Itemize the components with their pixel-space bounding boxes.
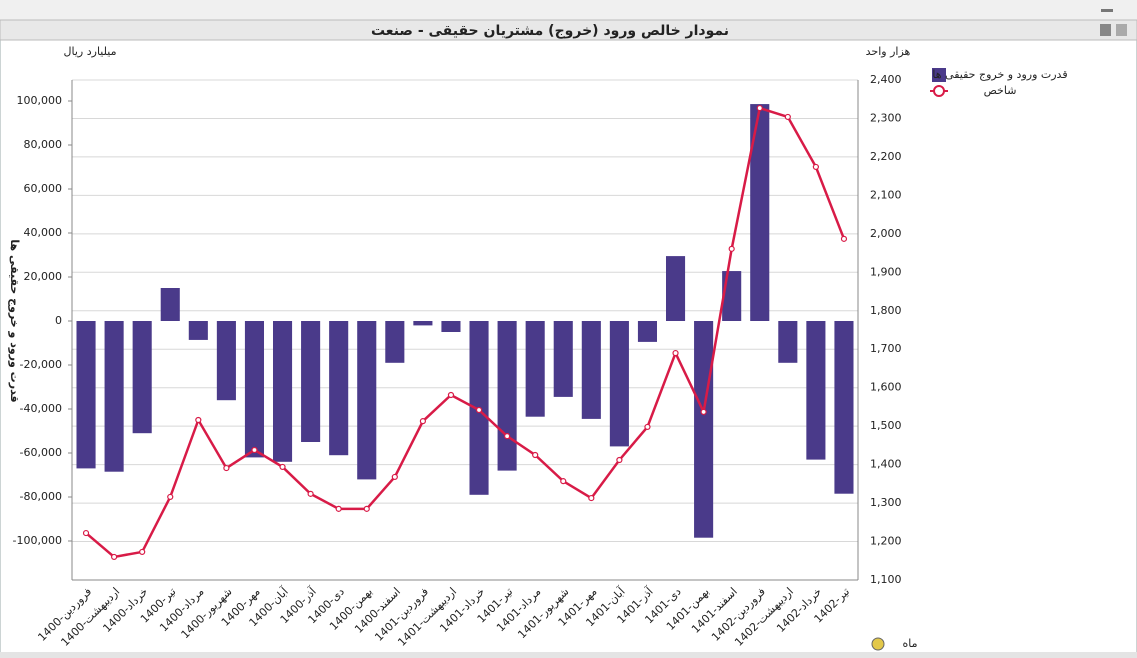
y-tick-label: -40,000	[20, 402, 62, 415]
y2-tick-label: 1,800	[870, 304, 902, 317]
bar	[76, 320, 96, 469]
point	[672, 349, 679, 357]
y-tick-label: 20,000	[24, 270, 63, 283]
bar	[385, 320, 405, 363]
point	[419, 418, 426, 425]
bar	[637, 320, 658, 342]
y2-tick-label: 1,400	[870, 458, 902, 471]
bar	[216, 320, 236, 401]
y2-tick-label: 2,200	[870, 150, 902, 163]
y2-tick-label: 2,100	[870, 188, 902, 201]
legend-swatch	[933, 85, 945, 97]
bar	[694, 320, 714, 538]
bar	[132, 320, 152, 434]
legend-label: شاخص	[984, 84, 1017, 97]
y-tick-label: -20,000	[20, 358, 62, 371]
point	[279, 463, 286, 471]
point	[784, 113, 791, 121]
point	[363, 505, 370, 512]
y-title: قدرت ورود و خروج حقیقی ها	[7, 239, 21, 402]
y2-tick-label: 2,400	[870, 73, 902, 86]
y-tick-label: 100,000	[17, 94, 63, 107]
y-tick-label: 0	[55, 314, 62, 327]
bar	[104, 320, 124, 472]
top-bar	[0, 0, 1137, 20]
point	[756, 104, 763, 112]
x-label: ماه	[902, 637, 917, 650]
y-tick-label: -80,000	[20, 490, 62, 503]
bar	[722, 271, 742, 321]
point	[560, 478, 567, 485]
bar	[778, 320, 798, 363]
y2-tick-label: 1,500	[870, 419, 902, 432]
legend-swatch	[932, 68, 946, 82]
chart-title: نمودار خالص ورود (خروج) مشتریان حقیقی - …	[371, 23, 729, 39]
title-bar	[0, 19, 1137, 41]
y-tick-label: -60,000	[20, 446, 62, 459]
point	[111, 553, 118, 561]
point	[195, 416, 202, 424]
bar	[665, 256, 686, 321]
print-icon[interactable]	[1116, 24, 1127, 36]
bar	[301, 320, 321, 443]
point	[391, 473, 398, 481]
y-tick-label: 60,000	[24, 182, 63, 195]
y2-tick-label: 2,300	[870, 111, 902, 124]
legend-label: قدرت ورود و خروج حقیقی ها	[932, 68, 1067, 81]
point	[335, 505, 342, 512]
point	[532, 451, 539, 459]
point	[139, 548, 146, 556]
bar	[160, 287, 180, 321]
y2-tick-label: 1,200	[870, 535, 902, 548]
point	[504, 433, 511, 440]
minimize-icon[interactable]	[1101, 9, 1113, 12]
bar	[272, 320, 293, 462]
point	[812, 163, 819, 171]
bar	[497, 320, 517, 471]
line	[85, 106, 846, 559]
point	[644, 423, 651, 431]
point	[616, 456, 623, 464]
point	[167, 493, 174, 501]
y-tick-label: 80,000	[24, 138, 63, 151]
bar	[581, 320, 601, 419]
bar	[357, 320, 377, 480]
bar	[441, 320, 461, 332]
y2-tick-label: 1,700	[870, 342, 902, 355]
y2-tick-label: 1,100	[870, 573, 902, 586]
point	[588, 494, 595, 502]
point	[251, 446, 258, 454]
y2-label: هزار واحد	[866, 45, 911, 58]
bar	[188, 320, 208, 340]
bar	[750, 104, 770, 321]
bar	[553, 320, 573, 397]
y2-tick-label: 1,300	[870, 496, 902, 509]
y2-tick-label: 1,600	[870, 381, 902, 394]
point	[475, 406, 483, 414]
point	[307, 490, 314, 497]
y2-tick-label: 1,900	[870, 265, 902, 278]
point	[447, 391, 455, 399]
point	[82, 529, 90, 537]
refresh-icon[interactable]	[871, 637, 885, 651]
bar	[244, 320, 265, 458]
export-icon[interactable]	[1100, 24, 1111, 36]
y-tick-label: 40,000	[24, 226, 63, 239]
bottom-bar	[0, 652, 1137, 658]
bar	[609, 320, 629, 447]
y2-tick-label: 2,000	[870, 227, 902, 240]
point	[840, 235, 848, 242]
point	[223, 464, 230, 472]
bar	[329, 320, 349, 456]
point	[700, 408, 707, 416]
y-tick-label: -100,000	[13, 534, 62, 547]
bar	[413, 320, 433, 326]
bar	[525, 320, 545, 417]
y-label: میلیارد ریال	[64, 45, 117, 58]
bar	[834, 320, 854, 494]
bar	[806, 320, 826, 460]
point	[728, 245, 735, 252]
